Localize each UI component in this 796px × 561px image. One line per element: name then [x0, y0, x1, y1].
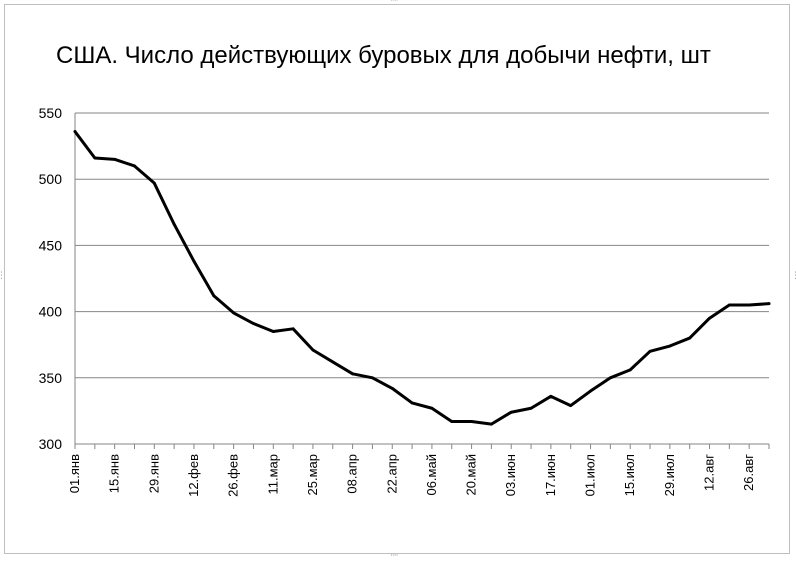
data-point [490, 422, 493, 426]
data-point [727, 303, 731, 307]
resize-handle-top-icon[interactable]: ···· [390, 0, 399, 6]
data-point [271, 330, 275, 333]
x-tick-label: 11.мар [265, 454, 280, 495]
data-point [351, 372, 354, 376]
data-point [410, 401, 414, 405]
data-point [172, 222, 176, 226]
data-point [668, 344, 672, 348]
data-point [430, 406, 434, 410]
y-tick-label: 450 [39, 237, 63, 253]
x-tick-label: 06.май [424, 454, 439, 496]
data-point [608, 376, 612, 380]
data-point [331, 360, 335, 364]
y-tick-label: 300 [39, 436, 63, 452]
data-point [747, 303, 751, 307]
data-point [648, 349, 652, 353]
data-point [371, 376, 374, 380]
data-point [450, 420, 454, 423]
data-point [113, 157, 117, 161]
x-tick-label: 26.авг [741, 454, 756, 491]
data-point [569, 404, 573, 408]
chart-area[interactable] [4, 4, 790, 554]
data-point [708, 316, 711, 320]
data-point [192, 259, 196, 263]
data-point [628, 368, 632, 372]
data-point [529, 406, 533, 410]
x-tick-label: 20.май [464, 454, 479, 496]
data-point [152, 181, 156, 185]
data-point [212, 294, 216, 298]
data-point [589, 389, 592, 393]
x-tick-label: 29.июл [662, 454, 677, 496]
x-tick-label: 22.апр [384, 454, 399, 494]
x-tick-label: 25.мар [305, 454, 320, 495]
data-point [688, 336, 692, 340]
x-tick-label: 01.июл [583, 454, 598, 496]
data-point [311, 348, 315, 352]
data-point [232, 311, 236, 315]
y-tick-label: 350 [39, 370, 63, 386]
x-tick-label: 29.янв [146, 454, 161, 493]
data-point [549, 394, 553, 398]
data-point [509, 410, 513, 414]
resize-handle-left-icon[interactable]: ⋮ [0, 271, 6, 281]
x-tick-label: 01.янв [67, 454, 82, 493]
x-tick-label: 08.апр [345, 454, 360, 494]
resize-handle-right-icon[interactable]: ⋮ [791, 271, 796, 281]
x-tick-label: 26.фев [226, 454, 241, 497]
x-tick-label: 12.авг [702, 454, 717, 491]
x-tick-label: 17.июн [543, 454, 558, 496]
y-tick-label: 550 [39, 105, 63, 121]
y-tick-label: 500 [39, 171, 63, 187]
chart-title: США. Число действующих буровых для добыч… [56, 42, 711, 69]
data-point [470, 420, 473, 423]
series-line [73, 130, 771, 426]
data-point [133, 164, 136, 168]
resize-handle-bottom-icon[interactable]: ···· [390, 551, 399, 561]
x-tick-label: 12.фев [186, 454, 201, 497]
data-point [252, 322, 255, 325]
data-point [291, 327, 295, 331]
y-tick-label: 400 [39, 304, 63, 320]
x-tick-label: 15.янв [107, 454, 122, 493]
x-tick-label: 15.июл [622, 454, 637, 496]
data-point [93, 156, 97, 160]
data-point [73, 130, 77, 133]
data-point [767, 302, 771, 306]
x-tick-label: 03.июн [503, 454, 518, 496]
data-point [390, 386, 394, 390]
